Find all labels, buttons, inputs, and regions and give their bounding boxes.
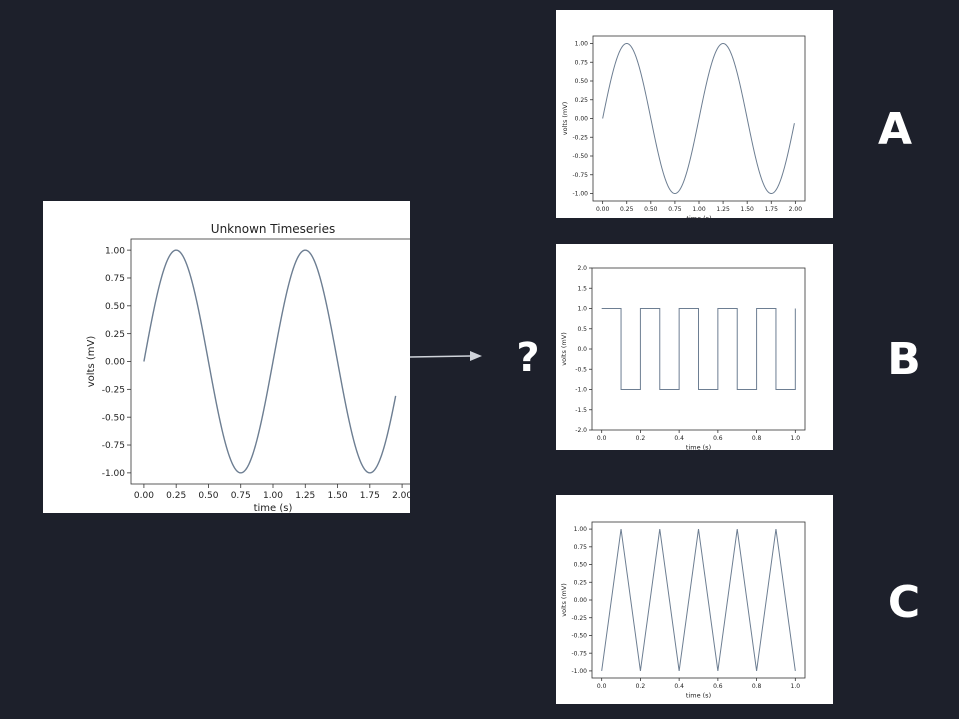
unknown-timeseries-panel: 0.00 0.25 0.50 0.75 1.00 1.25 1.50 1.75 2.00 -1.0… [43, 201, 410, 513]
A-y-tick-label: -0.75 [572, 172, 588, 179]
C-x-tick-label: 0.2 [636, 683, 646, 690]
C-y-tick-label: 0.00 [574, 597, 588, 604]
B-y-axis-label: volts (mV) [560, 332, 568, 365]
main-y-tick-label: 0.75 [105, 274, 125, 284]
question-mark: ? [516, 335, 540, 381]
A-y-tick-label: 0.25 [575, 97, 589, 104]
A-y-tick-label: 0.75 [575, 59, 589, 66]
C-y-tick-label: -0.75 [571, 650, 587, 657]
A-y-tick-label: -0.50 [572, 153, 588, 160]
B-x-tick-label: 0.8 [752, 435, 762, 442]
A-x-axis-label: time (s) [686, 215, 711, 219]
C-y-tick-label: 0.75 [574, 544, 588, 551]
C-y-tick-label: -1.00 [571, 668, 587, 675]
A-x-tick-label: 1.75 [765, 206, 779, 213]
C-x-tick-label: 0.0 [597, 683, 607, 690]
main-x-tick-label: 1.00 [263, 491, 283, 501]
C-x-axis-label: time (s) [686, 692, 711, 700]
A-x-tick-label: 2.00 [789, 206, 803, 213]
C-x-tick-label: 0.6 [713, 683, 723, 690]
A-x-tick-label: 0.75 [668, 206, 682, 213]
A-x-tick-label: 0.25 [620, 206, 634, 213]
A-y-tick-label: 0.00 [575, 116, 589, 123]
main-series-line [143, 249, 397, 474]
A-x-tick-label: 0.50 [644, 206, 658, 213]
main-y-tick-label: 0.00 [105, 358, 125, 368]
B-y-tick-label: -0.5 [575, 366, 587, 373]
B-x-tick-label: 0.0 [597, 435, 607, 442]
main-y-tick-label: 0.25 [105, 330, 125, 340]
A-y-axis-label: volts (mV) [561, 102, 569, 135]
option-a-chart: 0.00 0.25 0.50 0.75 1.00 1.25 1.50 1.75 2.00 -1.0… [561, 35, 806, 219]
option-c-chart: 0.0 0.2 0.4 0.6 0.8 1.0 -1.00 -0.75 -0.50 -0.25 0.… [560, 521, 806, 700]
B-x-tick-label: 0.4 [674, 435, 684, 442]
B-series-line [601, 308, 796, 390]
main-x-tick-label: 0.75 [231, 491, 251, 501]
A-x-tick-label: 1.00 [692, 206, 706, 213]
main-y-tick-label: -0.25 [102, 385, 125, 395]
unknown-timeseries-chart: 0.00 0.25 0.50 0.75 1.00 1.25 1.50 1.75 2.00 -1.0… [86, 222, 410, 513]
main-y-tick-label: 0.50 [105, 302, 125, 312]
main-y-tick-label: -0.50 [102, 413, 126, 423]
option-b-chart: 0.0 0.2 0.4 0.6 0.8 1.0 -2.0 -1.5 -1.0 -0.5 0.0 0.5… [560, 265, 806, 451]
C-y-tick-label: 0.25 [574, 579, 588, 586]
B-y-tick-label: -1.0 [575, 387, 587, 394]
main-x-tick-label: 2.00 [392, 491, 410, 501]
B-y-tick-label: 2.0 [577, 265, 587, 272]
main-y-axis-label: volts (mV) [86, 336, 97, 388]
A-x-tick-label: 1.50 [741, 206, 755, 213]
main-x-tick-label: 0.25 [166, 491, 186, 501]
option-c-panel[interactable]: 0.0 0.2 0.4 0.6 0.8 1.0 -1.00 -0.75 -0.50 -0.25 0.… [556, 495, 833, 704]
C-series-line [601, 529, 796, 671]
main-y-tick-label: 1.00 [105, 246, 125, 256]
option-b-label[interactable]: B [887, 334, 921, 385]
C-x-tick-label: 0.4 [674, 683, 684, 690]
B-x-tick-label: 0.2 [636, 435, 646, 442]
main-x-tick-label: 1.50 [328, 491, 348, 501]
C-y-tick-label: -0.25 [571, 615, 587, 622]
C-x-tick-label: 1.0 [791, 683, 801, 690]
option-a-panel[interactable]: 0.00 0.25 0.50 0.75 1.00 1.25 1.50 1.75 2.00 -1.0… [556, 10, 833, 218]
main-x-tick-label: 1.25 [295, 491, 315, 501]
C-y-tick-label: 0.50 [574, 562, 588, 569]
B-y-tick-label: -2.0 [575, 427, 587, 434]
C-y-tick-label: -0.50 [571, 633, 587, 640]
main-x-tick-label: 1.75 [360, 491, 380, 501]
A-x-tick-label: 0.00 [596, 206, 610, 213]
main-y-tick-label: -0.75 [102, 441, 125, 451]
A-y-tick-label: 1.00 [575, 41, 589, 48]
B-x-tick-label: 0.6 [713, 435, 723, 442]
option-c-label[interactable]: C [887, 577, 921, 628]
option-a-label[interactable]: A [877, 104, 913, 155]
option-b-panel[interactable]: 0.0 0.2 0.4 0.6 0.8 1.0 -2.0 -1.5 -1.0 -0.5 0.0 0.5… [556, 244, 833, 450]
C-x-tick-label: 0.8 [752, 683, 762, 690]
A-y-tick-label: 0.50 [575, 78, 589, 85]
B-x-tick-label: 1.0 [791, 435, 801, 442]
C-plot-frame [591, 521, 806, 679]
main-y-tick-label: -1.00 [102, 469, 126, 479]
main-chart-title: Unknown Timeseries [211, 222, 335, 236]
main-x-tick-label: 0.00 [134, 491, 154, 501]
C-y-tick-label: 1.00 [574, 526, 588, 533]
A-x-tick-label: 1.25 [716, 206, 730, 213]
A-series-line [602, 42, 795, 195]
B-y-tick-label: 0.5 [577, 326, 587, 333]
B-y-tick-label: 1.5 [577, 285, 587, 292]
main-x-axis-label: time (s) [254, 503, 293, 513]
B-y-tick-label: -1.5 [575, 407, 587, 414]
main-x-tick-label: 0.50 [198, 491, 218, 501]
B-y-tick-label: 0.0 [577, 346, 587, 353]
A-y-tick-label: -1.00 [572, 191, 588, 198]
B-x-axis-label: time (s) [686, 444, 711, 451]
A-y-tick-label: -0.25 [572, 134, 588, 141]
B-y-tick-label: 1.0 [577, 306, 587, 313]
C-y-axis-label: volts (mV) [560, 583, 568, 616]
